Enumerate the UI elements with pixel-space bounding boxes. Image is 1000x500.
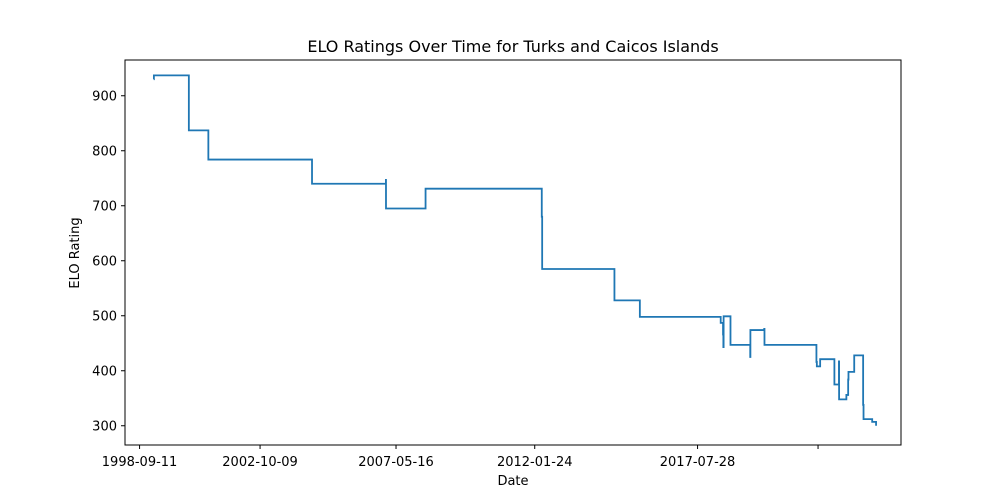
x-tick-label: 2012-01-24: [497, 455, 573, 470]
chart-title: ELO Ratings Over Time for Turks and Caic…: [307, 37, 718, 56]
axis-ticks: 300 400 500 600 700 800 900 1998-09-11 2002-10-0…: [92, 89, 819, 470]
y-axis-label: ELO Rating: [68, 217, 83, 288]
x-tick-label: 2007-05-16: [358, 455, 434, 470]
plot-area: [152, 74, 877, 426]
x-tick-label: 1998-09-11: [102, 455, 178, 470]
y-tick-label: 300: [92, 419, 117, 434]
x-tick-label: 2002-10-09: [222, 455, 298, 470]
x-tick-label: 2017-07-28: [660, 455, 736, 470]
y-tick-label: 900: [92, 89, 117, 104]
y-tick-label: 500: [92, 309, 117, 324]
x-axis-label: Date: [497, 474, 528, 489]
y-tick-label: 700: [92, 199, 117, 214]
y-tick-label: 800: [92, 144, 117, 159]
elo-series-line: [152, 74, 877, 426]
y-tick-label: 400: [92, 364, 117, 379]
plot-frame: [124, 59, 902, 446]
y-tick-label: 600: [92, 254, 117, 269]
